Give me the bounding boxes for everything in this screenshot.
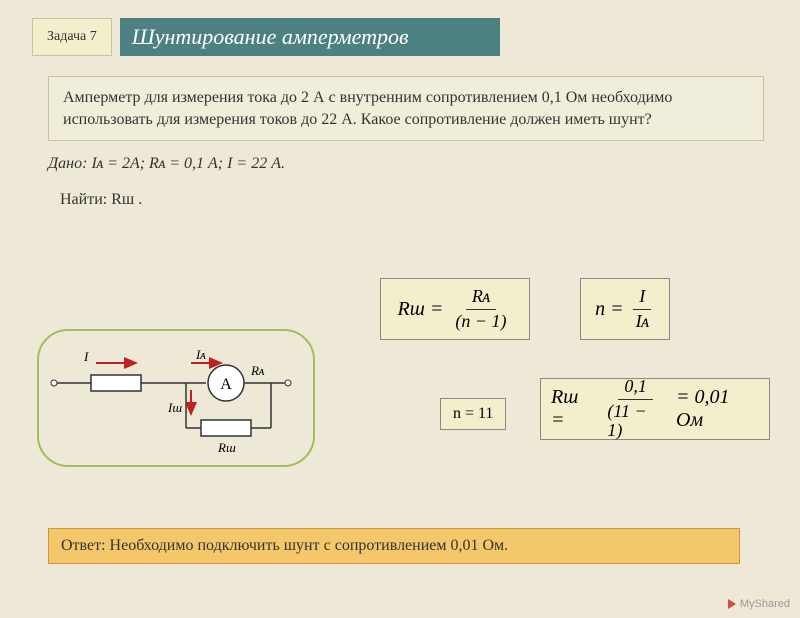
label-RA: Rᴀ [250,363,265,378]
answer-box: Ответ: Необходимо подключить шунт с сопр… [48,528,740,564]
given-line: Дано: Iᴀ = 2А; Rᴀ = 0,1 А; I = 22 А. [48,155,800,173]
formula-area: Rш = Rᴀ (n − 1) n = I Iᴀ n = 11 Rш = 0,1… [380,278,770,478]
page-title: Шунтирование амперметров [120,18,500,56]
task-badge: Задача 7 [32,18,112,56]
circuit-diagram: А I Iᴀ Iш Rᴀ Rш [36,328,316,468]
play-icon [728,599,736,609]
label-IA: Iᴀ [195,347,206,362]
n-value-box: n = 11 [440,398,506,430]
problem-statement: Амперметр для измерения тока до 2 А с вн… [48,76,764,141]
formula-Rsh: Rш = Rᴀ (n − 1) [380,278,530,340]
formula-result: Rш = 0,1 (11 − 1) = 0,01 Ом [540,378,770,440]
label-Rsh: Rш [217,440,236,455]
ammeter-label: А [220,376,232,393]
label-Ish: Iш [167,400,182,415]
find-line: Найти: Rш . [60,191,800,209]
label-I: I [83,349,89,364]
formula-n: n = I Iᴀ [580,278,670,340]
